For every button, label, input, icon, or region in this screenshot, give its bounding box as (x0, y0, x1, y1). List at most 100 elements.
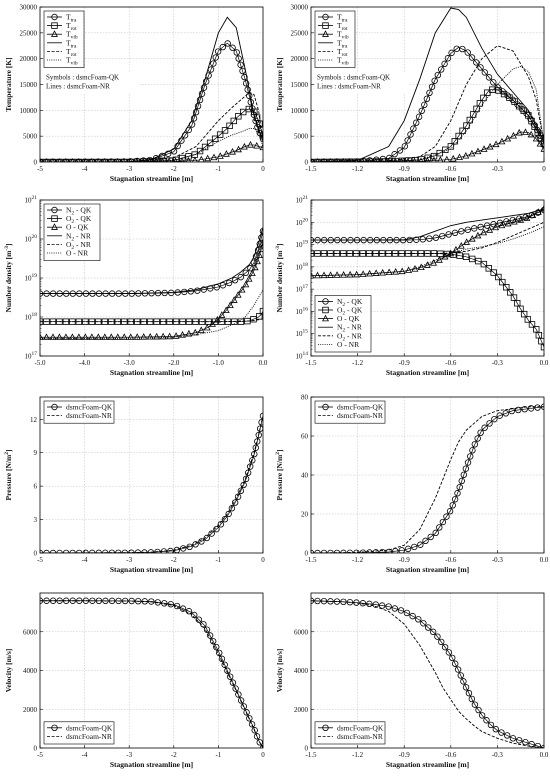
data-point (55, 333, 63, 340)
legend-box (314, 721, 386, 745)
data-point (451, 229, 459, 237)
data-point (166, 157, 172, 162)
y-tick-label: 15000 (20, 81, 38, 89)
x-tick-label: -4 (82, 751, 88, 759)
data-point (467, 453, 474, 460)
x-tick-label: -2 (171, 751, 177, 759)
data-point (167, 601, 174, 608)
legend-note: Lines : dsmcFoam-NR (46, 83, 110, 91)
data-point (434, 71, 442, 79)
data-point (255, 251, 263, 259)
data-point (159, 332, 167, 340)
series-line (311, 406, 544, 553)
data-point (436, 149, 443, 157)
data-point (498, 221, 506, 229)
data-point (498, 729, 505, 736)
data-point (448, 49, 455, 57)
data-point (211, 135, 219, 143)
data-point (245, 275, 253, 282)
data-point (172, 332, 180, 339)
x-tick-label: 0 (542, 165, 546, 173)
data-point (247, 141, 254, 148)
data-point (520, 310, 528, 318)
data-point (229, 679, 237, 686)
data-point (179, 605, 187, 612)
data-point (540, 403, 544, 410)
data-point (471, 225, 478, 232)
data-point (192, 156, 198, 162)
y-tick-label: 1017 (25, 351, 38, 361)
data-point (242, 269, 249, 277)
data-point (413, 119, 420, 126)
data-point (516, 215, 523, 222)
data-point (244, 86, 251, 93)
legend-label: O2 - QK (337, 306, 363, 317)
legend-label: dsmcFoam-NR (66, 732, 112, 741)
y-tick-label: 25000 (20, 29, 38, 37)
data-point (235, 691, 242, 698)
legend-label: Ttra (337, 38, 348, 49)
data-point (229, 147, 236, 155)
data-point (240, 703, 248, 710)
legend-label: Trot (66, 21, 77, 32)
data-point (491, 415, 498, 423)
x-tick-label: -4 (82, 556, 88, 564)
series-line (311, 226, 544, 277)
data-point (327, 271, 335, 278)
y-tick-label: 0 (305, 159, 309, 167)
data-point (456, 252, 463, 259)
data-point (398, 547, 405, 553)
legend-label: dsmcFoam-QK (66, 403, 113, 412)
data-point (466, 116, 474, 124)
data-point (418, 107, 425, 115)
data-point (340, 271, 348, 278)
legend-box (43, 10, 85, 68)
x-tick-label: -3 (126, 751, 132, 759)
y-tick-label: 20000 (291, 55, 309, 63)
x-tick-label: -1.2 (352, 751, 364, 759)
data-point (449, 502, 456, 509)
data-point (200, 84, 208, 91)
velocity-left-chart: -5 -4 -3 -2 -1 0 0 2000 4000 6000 Stagnation strea… (4, 592, 265, 769)
data-point (253, 257, 261, 265)
data-point (206, 139, 214, 147)
data-point (107, 333, 115, 340)
x-tick-label: 0.0 (540, 359, 549, 367)
y-tick-label: 10000 (20, 107, 38, 115)
data-point (508, 407, 516, 415)
data-point (120, 333, 128, 340)
y-axis-label: Pressure [N/m2] (275, 449, 284, 500)
y-tick-label: 1017 (296, 284, 309, 294)
data-point (222, 306, 230, 314)
x-tick-label: -1 (215, 751, 221, 759)
data-point (438, 638, 445, 646)
data-point (454, 666, 462, 673)
data-point (230, 117, 238, 125)
data-point (230, 296, 238, 303)
data-point (423, 261, 431, 268)
y-tick-label: 40 (301, 472, 309, 480)
data-point (405, 157, 411, 162)
series-line (40, 415, 263, 553)
y-tick-label: 1021 (25, 195, 38, 205)
series-line (311, 45, 544, 162)
data-point (411, 265, 419, 272)
legend-swatch-marker (322, 306, 329, 314)
data-point (258, 234, 263, 241)
data-point (510, 131, 517, 139)
legend-label: O2 - QK (66, 214, 92, 225)
data-point (464, 226, 472, 233)
data-point (252, 444, 259, 451)
y-tick-label: 12 (30, 416, 38, 424)
legend-label: dsmcFoam-NR (337, 732, 383, 741)
x-tick-label: -0.9 (399, 751, 411, 759)
y-tick-label: 25000 (291, 29, 309, 37)
data-point (468, 149, 476, 157)
series-markers (311, 204, 544, 279)
data-point (423, 95, 431, 103)
data-point (406, 236, 413, 244)
data-point (510, 217, 518, 225)
legend-label: N2 - NR (337, 323, 362, 334)
x-tick-label: -0.3 (492, 165, 504, 173)
data-point (540, 343, 544, 351)
